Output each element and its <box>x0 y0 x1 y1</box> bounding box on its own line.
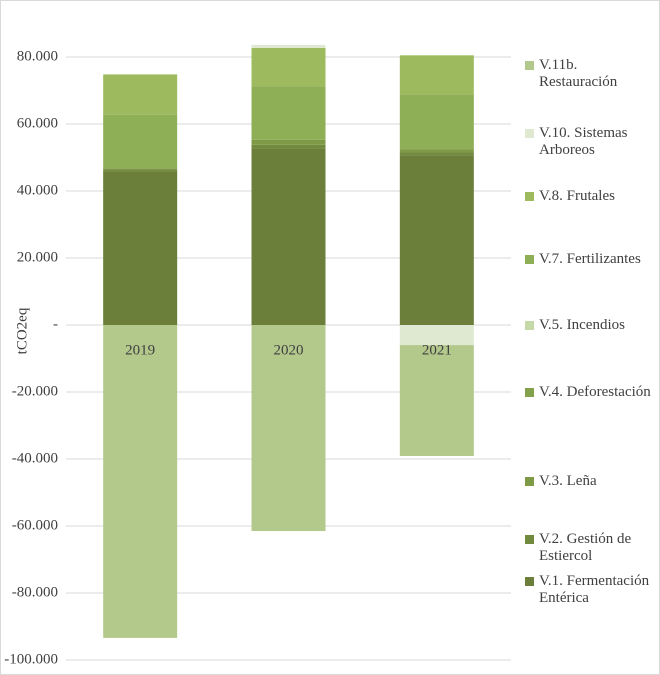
bar-segment <box>103 168 178 170</box>
legend-label: V.3. Leña <box>539 473 597 489</box>
legend-swatch <box>525 129 534 138</box>
legend-label: V.1. Fermentación Entérica <box>539 573 650 606</box>
y-tick-label: 80.000 <box>17 48 58 64</box>
y-tick-label: 40.000 <box>17 182 58 198</box>
y-tick-label: -80.000 <box>12 584 58 600</box>
bar-segment <box>251 86 326 140</box>
bar-segment <box>103 74 178 115</box>
bar-segment <box>103 325 178 638</box>
bar-segment <box>399 155 474 325</box>
y-tick-label: -100.000 <box>4 651 58 667</box>
bar-segment <box>399 94 474 150</box>
legend-label: V.7. Fertilizantes <box>539 251 641 267</box>
y-tick-label: -40.000 <box>12 450 58 466</box>
y-tick-label: -20.000 <box>12 383 58 399</box>
legend-swatch <box>525 192 534 201</box>
legend-swatch <box>525 577 534 586</box>
x-tick-label: 2019 <box>125 342 155 358</box>
bar-segment <box>251 144 326 149</box>
legend-label: V.5. Incendios <box>539 317 625 333</box>
legend-swatch <box>525 61 534 70</box>
x-tick-label: 2021 <box>422 342 452 358</box>
bar-segment <box>399 345 474 456</box>
bar-segment <box>399 55 474 95</box>
y-tick-label: 20.000 <box>17 249 58 265</box>
bar-segment <box>399 152 474 156</box>
x-tick-label: 2020 <box>274 342 304 358</box>
legend-swatch <box>525 535 534 544</box>
bar-segment <box>399 149 474 153</box>
bar-segment <box>399 325 474 346</box>
y-axis-title: tCO2eq <box>14 307 30 354</box>
legend-swatch <box>525 388 534 397</box>
bar-segment <box>251 44 326 48</box>
bar-segment <box>251 139 326 145</box>
legend-label: V.8. Frutales <box>539 188 615 204</box>
bar-segment <box>251 148 326 325</box>
y-tick-label: - <box>53 316 58 332</box>
y-tick-label: 60.000 <box>17 115 58 131</box>
legend-label: V.11b. Restauración <box>539 57 618 90</box>
bar-segment <box>251 325 326 532</box>
y-tick-label: -60.000 <box>12 517 58 533</box>
legend-swatch <box>525 477 534 486</box>
bar-segment <box>251 47 326 87</box>
bar-segment <box>103 171 178 325</box>
legend-label: V.2. Gestión de Estiercol <box>539 531 632 564</box>
legend-label: V.10. Sistemas Arboreos <box>539 125 628 158</box>
legend-swatch <box>525 321 534 330</box>
bar-segment <box>103 114 178 169</box>
legend-label: V.4. Deforestación <box>539 384 651 400</box>
legend-swatch <box>525 255 534 264</box>
bar-segment <box>103 169 178 172</box>
